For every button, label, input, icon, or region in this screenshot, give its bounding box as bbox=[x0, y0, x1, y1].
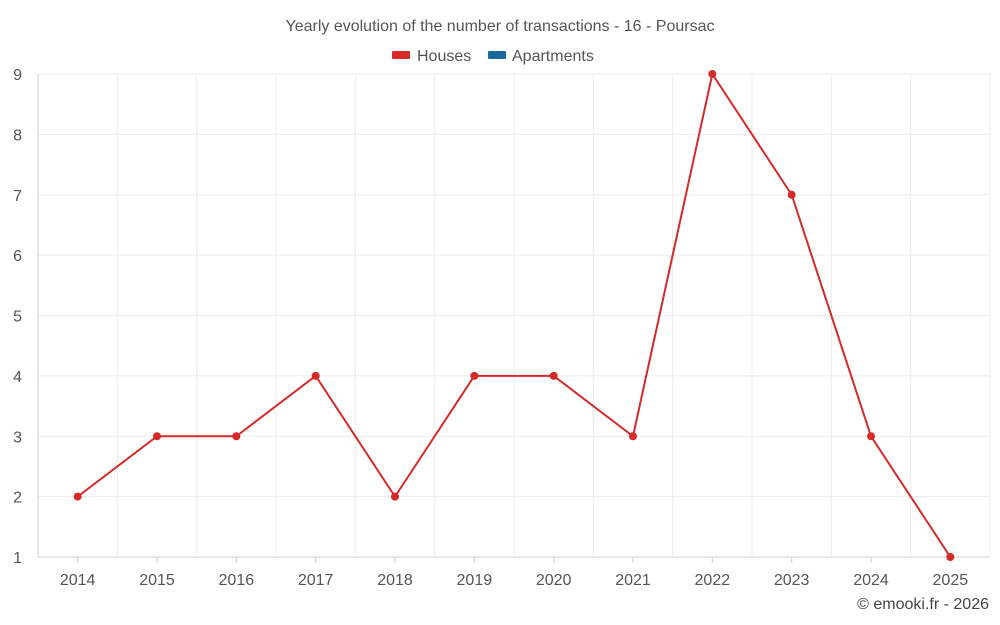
x-tick-label: 2019 bbox=[457, 572, 493, 589]
data-point-houses[interactable] bbox=[311, 371, 320, 380]
legend-swatch-apartments[interactable] bbox=[488, 51, 506, 59]
data-point-houses[interactable] bbox=[153, 432, 161, 441]
x-tick-label: 2022 bbox=[695, 572, 731, 589]
legend: Houses Apartments bbox=[392, 48, 594, 65]
legend-swatch-houses[interactable] bbox=[392, 51, 410, 59]
data-point-houses[interactable] bbox=[787, 190, 796, 199]
series-line-houses bbox=[77, 73, 952, 558]
legend-label-houses[interactable]: Houses bbox=[417, 48, 471, 65]
data-point-houses[interactable] bbox=[232, 432, 241, 441]
x-tick-label: 2024 bbox=[853, 572, 889, 589]
x-tick-label: 2025 bbox=[933, 572, 969, 589]
grid bbox=[37, 73, 991, 558]
data-point-houses[interactable] bbox=[73, 492, 82, 501]
data-point-houses[interactable] bbox=[470, 371, 479, 380]
x-tick-label: 2023 bbox=[774, 572, 810, 589]
y-tick-label: 5 bbox=[13, 309, 22, 326]
x-tick-label: 2020 bbox=[536, 572, 572, 589]
y-tick-label: 3 bbox=[13, 429, 22, 446]
x-tick-label: 2014 bbox=[60, 572, 96, 589]
x-tick-label: 2015 bbox=[139, 572, 175, 589]
x-axis-ticks: 2014 2015 2016 2017 2018 2019 2020 2021 2022 2023… bbox=[60, 557, 968, 589]
y-tick-label: 9 bbox=[13, 67, 22, 84]
data-point-houses[interactable] bbox=[867, 432, 875, 441]
data-point-houses[interactable] bbox=[549, 371, 558, 380]
y-tick-label: 6 bbox=[13, 248, 22, 265]
x-tick-label: 2016 bbox=[219, 572, 255, 589]
chart-title: Yearly evolution of the number of transa… bbox=[286, 18, 715, 35]
credit-text: © emooki.fr - 2026 bbox=[857, 596, 989, 613]
y-tick-label: 4 bbox=[13, 369, 22, 386]
y-tick-label: 1 bbox=[13, 550, 22, 567]
y-axis-ticks: 1 2 3 4 5 6 7 8 9 bbox=[13, 67, 22, 567]
y-tick-label: 7 bbox=[13, 188, 22, 205]
y-tick-label: 2 bbox=[13, 490, 22, 507]
data-point-houses[interactable] bbox=[391, 492, 399, 501]
x-tick-label: 2021 bbox=[615, 572, 651, 589]
x-tick-label: 2018 bbox=[377, 572, 413, 589]
y-tick-label: 8 bbox=[13, 127, 22, 144]
data-point-houses[interactable] bbox=[708, 70, 717, 78]
data-point-houses[interactable] bbox=[946, 553, 955, 561]
legend-label-apartments[interactable]: Apartments bbox=[512, 48, 594, 65]
series-layer bbox=[73, 70, 955, 561]
x-tick-label: 2017 bbox=[298, 572, 334, 589]
data-point-houses[interactable] bbox=[629, 432, 637, 441]
